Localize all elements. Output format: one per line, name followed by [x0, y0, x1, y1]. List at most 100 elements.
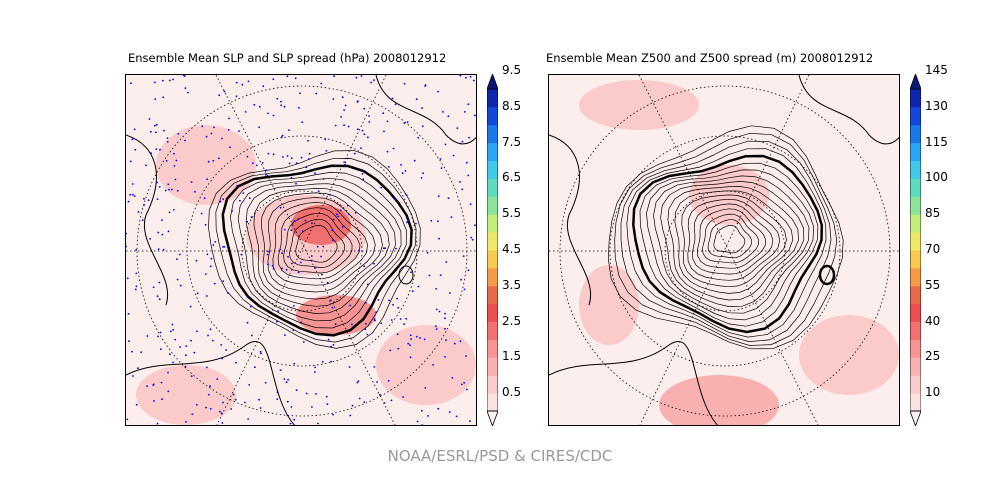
observation-dot	[363, 401, 366, 403]
colorbar-tick-label: 25	[925, 349, 941, 364]
observation-dot	[354, 211, 357, 214]
observation-dot	[259, 407, 262, 409]
observation-dot	[420, 409, 423, 412]
observation-dot	[367, 136, 369, 139]
observation-dot	[140, 351, 143, 354]
observation-dot	[397, 347, 400, 350]
observation-dot	[366, 283, 369, 286]
observation-dot	[377, 299, 380, 301]
observation-dot	[132, 375, 134, 377]
observation-dot	[358, 397, 361, 400]
observation-dot	[293, 418, 296, 421]
observation-dot	[453, 342, 456, 345]
observation-dot	[283, 105, 286, 108]
observation-dot	[353, 152, 356, 155]
colorbar-level	[910, 321, 921, 340]
contour-line	[230, 172, 407, 329]
colorbar-level	[910, 124, 921, 144]
observation-dot	[206, 253, 209, 256]
observation-dot	[169, 330, 172, 333]
observation-dot	[185, 354, 187, 357]
contour-line	[620, 140, 832, 342]
observation-dot	[135, 272, 138, 275]
observation-dot	[183, 75, 186, 77]
observation-dot	[329, 300, 331, 302]
observation-dot	[173, 209, 175, 211]
observation-dot	[248, 384, 251, 386]
colorbar-level	[910, 375, 921, 394]
observation-dot	[301, 230, 304, 233]
observation-dot	[161, 398, 163, 401]
observation-dot	[232, 393, 235, 396]
observation-dot	[363, 265, 365, 268]
observation-dot	[251, 162, 254, 165]
observation-dot	[297, 271, 300, 274]
observation-dot	[272, 78, 275, 80]
observation-dot	[373, 318, 376, 320]
observation-dot	[206, 295, 208, 297]
observation-dot	[161, 219, 163, 222]
colorbar-level	[910, 142, 921, 162]
observation-dot	[287, 255, 289, 258]
observation-dot	[212, 159, 215, 162]
observation-dot	[465, 355, 467, 357]
observation-dot	[364, 301, 367, 304]
observation-dot	[159, 331, 162, 334]
contour-line	[208, 150, 421, 349]
observation-dot	[331, 229, 334, 232]
observation-dot	[361, 129, 364, 132]
observation-dot	[360, 75, 363, 77]
observation-dot	[179, 284, 182, 287]
observation-dot	[294, 77, 297, 80]
observation-dot	[409, 334, 412, 337]
colorbar-tick-label: 8.5	[502, 98, 522, 113]
observation-dot	[474, 114, 476, 117]
observation-dot	[376, 381, 378, 383]
observation-dot	[321, 360, 324, 363]
meridian-line	[216, 75, 387, 425]
observation-dot	[246, 321, 249, 324]
observation-dot	[259, 350, 262, 353]
observation-dot	[281, 134, 284, 137]
observation-dot	[156, 181, 158, 184]
observation-dot	[461, 188, 464, 191]
contour-line	[261, 192, 383, 300]
observation-dot	[363, 133, 366, 136]
observation-dot	[161, 233, 164, 236]
contour-line	[702, 213, 759, 264]
observation-dot	[445, 339, 447, 341]
observation-dot	[438, 237, 440, 240]
observation-dot	[210, 132, 213, 135]
observation-dot	[346, 157, 349, 160]
observation-dot	[267, 263, 269, 266]
observation-dot	[397, 306, 400, 309]
observation-dot	[209, 385, 211, 388]
observation-dot	[402, 396, 404, 398]
observation-dot	[292, 305, 295, 307]
observation-dot	[172, 361, 174, 364]
observation-dot	[406, 121, 409, 124]
observation-dot	[126, 418, 129, 421]
observation-dot	[283, 378, 286, 380]
observation-dot	[246, 155, 249, 158]
contour-line	[215, 158, 417, 343]
observation-dot	[403, 323, 405, 325]
observation-dot	[190, 339, 192, 342]
contour-line	[660, 181, 805, 307]
observation-dot	[193, 351, 196, 354]
observation-dot	[206, 366, 208, 369]
observation-dot	[447, 197, 450, 200]
observation-dot	[437, 220, 439, 223]
observation-dot	[131, 183, 134, 185]
observation-dot	[424, 85, 426, 87]
observation-dot	[220, 344, 223, 346]
contour-line	[692, 203, 774, 275]
observation-dot	[290, 176, 293, 179]
observation-dot	[204, 273, 207, 275]
observation-dot	[427, 415, 429, 417]
observation-dot	[420, 177, 423, 179]
observation-dot	[311, 222, 313, 225]
observation-dot	[266, 253, 269, 256]
colorbar-tick-label: 2.5	[502, 313, 522, 328]
contour-line	[607, 125, 844, 350]
